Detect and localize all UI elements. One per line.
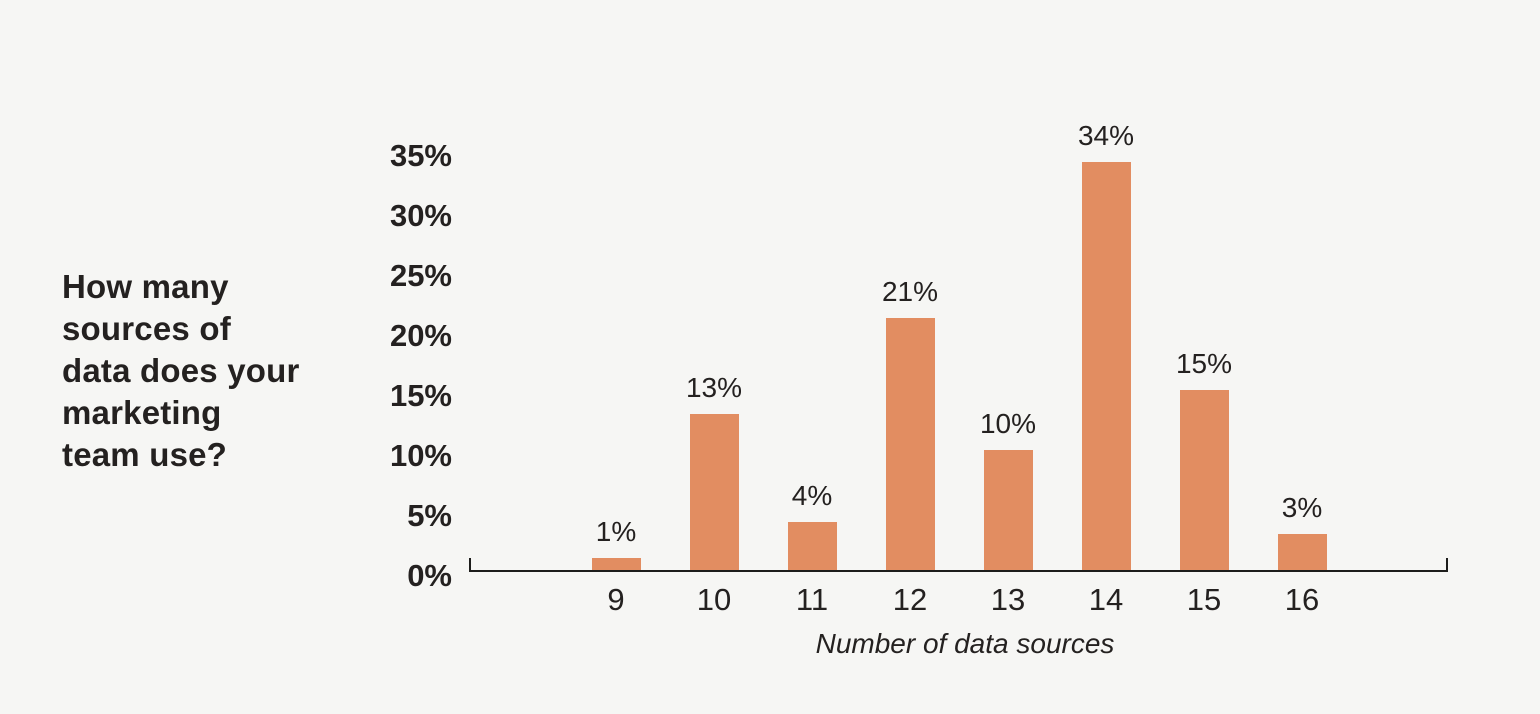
x-tick-label: 11	[795, 582, 829, 617]
bar	[591, 558, 641, 570]
bar	[1277, 534, 1327, 570]
bar	[1081, 162, 1131, 570]
x-tick-label: 12	[892, 582, 928, 617]
bar-value-label: 3%	[1281, 492, 1323, 523]
y-tick-label: 30%	[389, 198, 452, 233]
x-tick-label: 16	[1284, 582, 1320, 617]
x-axis-endcap	[1446, 558, 1448, 571]
bar	[787, 522, 837, 570]
bar-value-label: 15%	[1175, 348, 1233, 379]
bar	[689, 414, 739, 570]
y-tick-label: 10%	[389, 438, 452, 473]
y-tick-label: 20%	[389, 318, 452, 353]
y-tick-label: 15%	[389, 378, 452, 413]
y-tick-label: 35%	[389, 138, 452, 173]
y-tick-label: 0%	[407, 558, 452, 593]
x-tick-label: 9	[607, 582, 625, 617]
x-tick-label: 13	[990, 582, 1026, 617]
bar	[885, 318, 935, 570]
bar	[1179, 390, 1229, 570]
y-tick-label: 25%	[389, 258, 452, 293]
x-tick-label: 14	[1088, 582, 1124, 617]
bar-value-label: 4%	[791, 480, 833, 511]
bar-value-label: 21%	[881, 276, 939, 307]
bar-value-label: 34%	[1077, 120, 1135, 151]
x-tick-label: 10	[696, 582, 732, 617]
bar-value-label: 1%	[595, 516, 637, 547]
x-axis-caption: Number of data sources	[815, 628, 1115, 659]
bar	[983, 450, 1033, 570]
x-axis-endcap	[469, 558, 471, 571]
bar-value-label: 10%	[979, 408, 1037, 439]
x-axis-line	[469, 570, 1448, 572]
bar-value-label: 13%	[685, 372, 743, 403]
x-tick-label: 15	[1186, 582, 1222, 617]
y-tick-label: 5%	[407, 498, 452, 533]
chart-title: How many sources of data does your marke…	[62, 268, 300, 473]
